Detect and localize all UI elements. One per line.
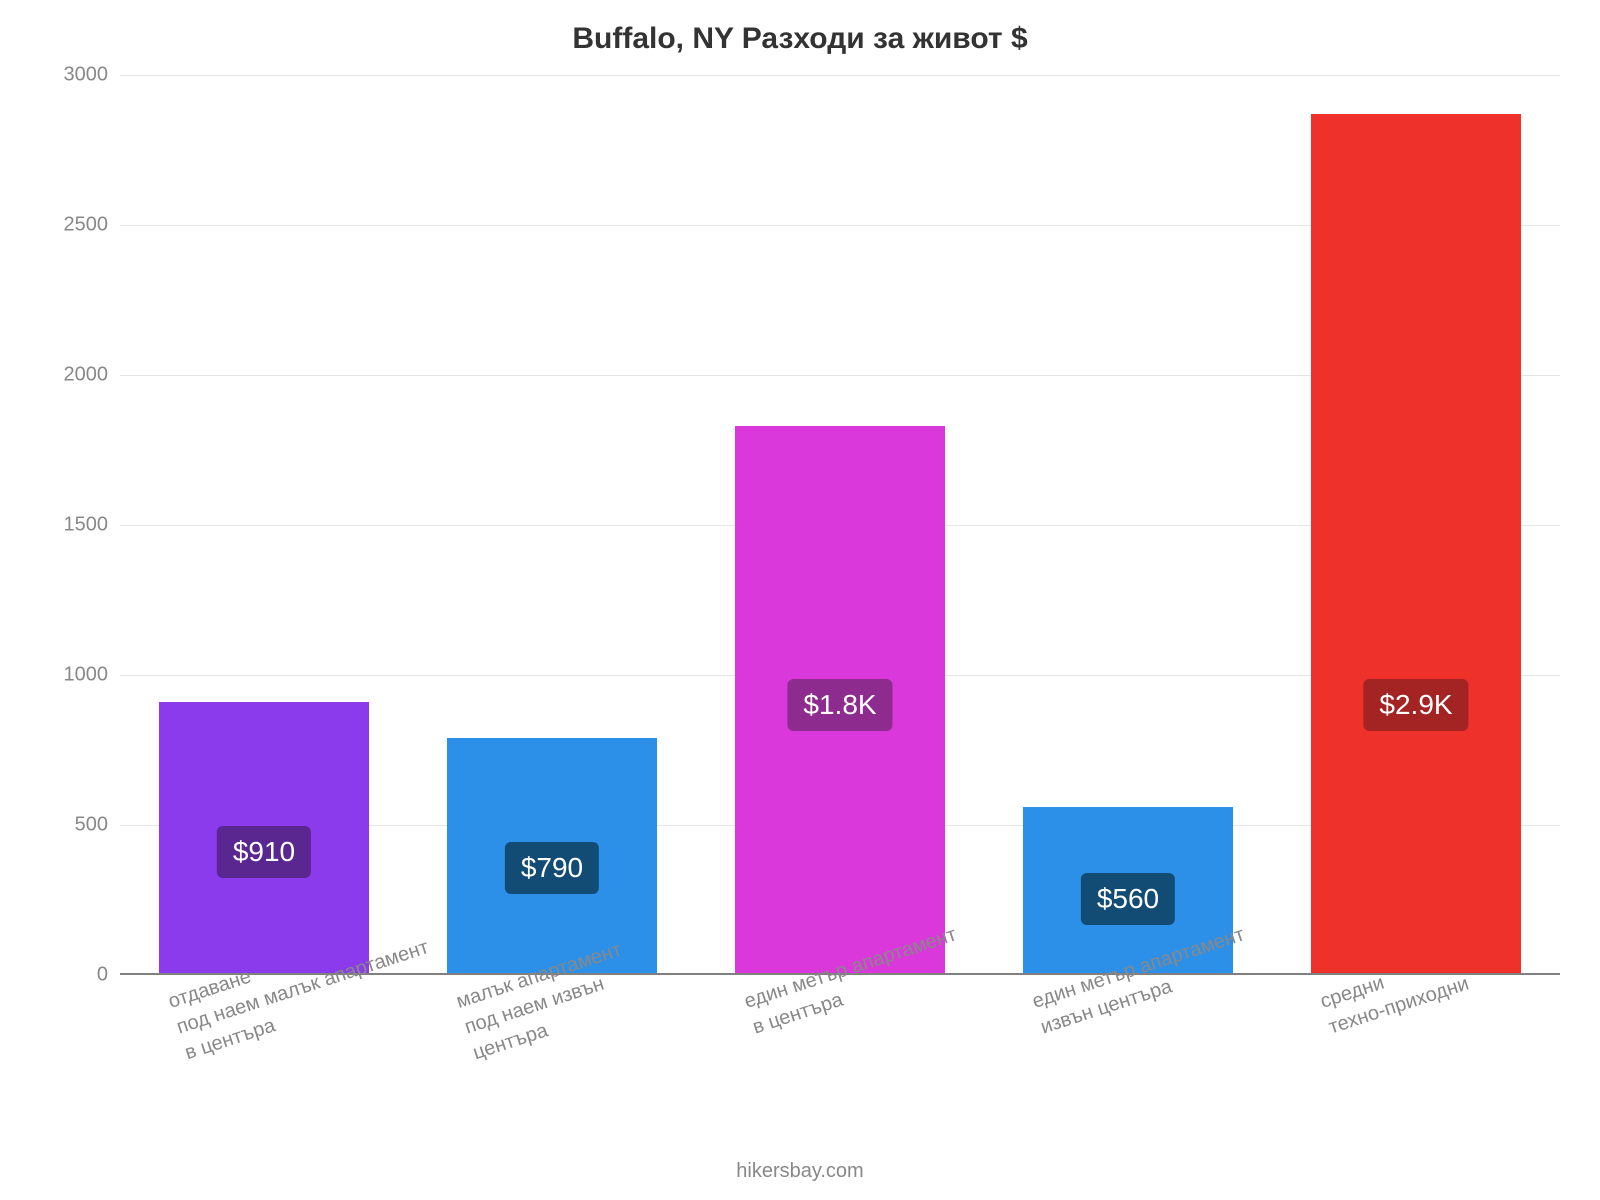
ytick-label: 2000 — [64, 364, 121, 387]
value-badge: $790 — [505, 842, 599, 894]
chart-title: Buffalo, NY Разходи за живот $ — [0, 0, 1600, 56]
ytick-label: 2500 — [64, 214, 121, 237]
x-axis-labels: отдаване под наем малък апартамент в цен… — [120, 990, 1560, 1170]
bar: $2.9K — [1311, 114, 1521, 975]
plot-area: 050010001500200025003000 $910$790$1.8K$5… — [120, 75, 1560, 975]
bar: $790 — [447, 738, 657, 975]
value-badge: $910 — [217, 826, 311, 878]
ytick-label: 1500 — [64, 514, 121, 537]
ytick-label: 1000 — [64, 664, 121, 687]
ytick-label: 500 — [75, 814, 120, 837]
value-badge: $1.8K — [787, 679, 892, 731]
attribution-text: hikersbay.com — [0, 1160, 1600, 1183]
bar: $1.8K — [735, 426, 945, 975]
ytick-label: 0 — [97, 964, 120, 987]
chart-container: Buffalo, NY Разходи за живот $ 0 500 1000 1… — [0, 0, 1600, 1200]
bars-layer: $910 $790 $1.8K $560 $2.9K — [120, 75, 1560, 975]
ytick-label: 3000 — [64, 64, 121, 87]
value-badge: $2.9K — [1363, 679, 1468, 731]
value-badge: $560 — [1081, 873, 1175, 925]
